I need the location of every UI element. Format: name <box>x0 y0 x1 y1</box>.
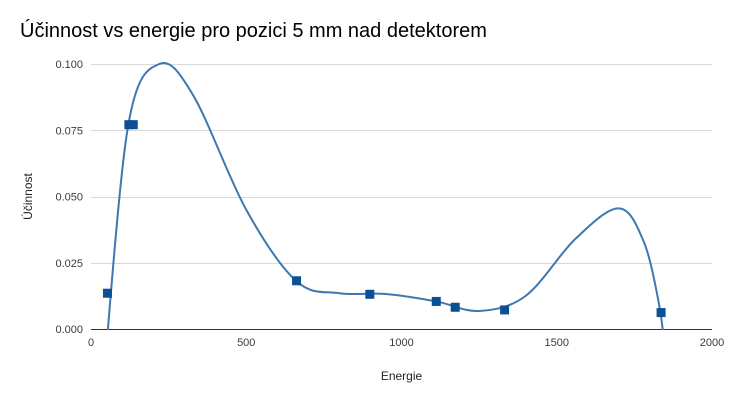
y-axis-title: Účinnost <box>20 172 35 219</box>
data-point <box>128 120 138 130</box>
x-tick-label: 500 <box>237 337 255 349</box>
data-points <box>102 120 666 318</box>
axis-labels: 0.000 0.025 0.050 0.075 0.100 0 500 1000 1500 200… <box>20 59 724 383</box>
data-point <box>292 276 302 286</box>
data-point <box>656 308 666 318</box>
x-tick-label: 2000 <box>700 337 724 349</box>
chart-title: Účinnost vs energie pro pozici 5 mm nad … <box>20 20 487 42</box>
x-tick-label: 1000 <box>389 337 413 349</box>
gridlines <box>91 64 712 264</box>
x-tick-label: 1500 <box>545 337 569 349</box>
y-tick-label: 0.050 <box>55 192 83 204</box>
data-point <box>431 296 441 306</box>
trendline-layer <box>106 61 664 330</box>
data-point <box>102 288 112 298</box>
x-tick-label: 0 <box>88 337 94 349</box>
data-point <box>500 305 510 315</box>
x-axis-title: Energie <box>381 369 423 383</box>
y-tick-label: 0.025 <box>55 258 83 270</box>
data-point <box>450 302 460 312</box>
y-tick-label: 0.075 <box>55 125 83 137</box>
y-tick-label: 0.000 <box>55 324 83 336</box>
data-point <box>365 289 375 299</box>
y-tick-label: 0.100 <box>55 59 83 71</box>
trendline <box>106 61 664 330</box>
